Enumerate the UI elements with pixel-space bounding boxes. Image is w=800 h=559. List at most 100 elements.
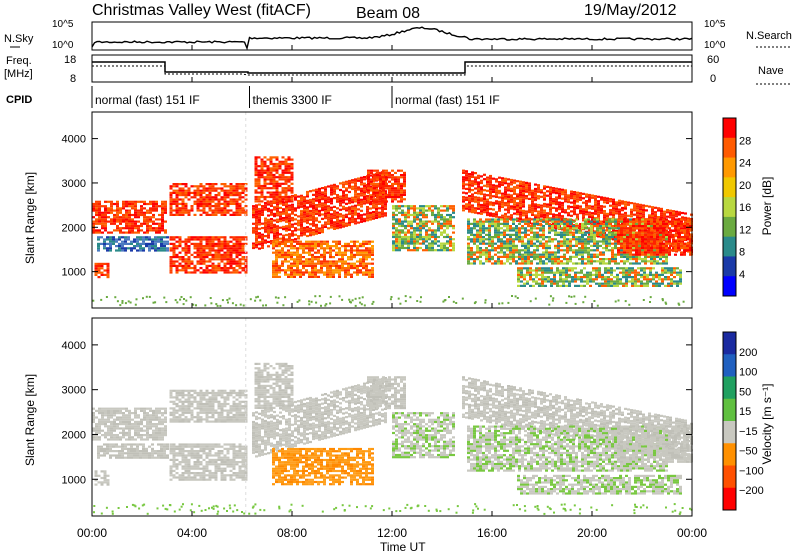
heatmap-cell bbox=[339, 198, 342, 200]
heatmap-cell bbox=[554, 258, 557, 260]
heatmap-cell bbox=[288, 218, 291, 220]
heatmap-cell bbox=[467, 251, 470, 253]
heatmap-cell bbox=[338, 254, 341, 256]
heatmap-cell bbox=[581, 225, 584, 227]
heatmap-cell bbox=[584, 223, 587, 225]
heatmap-cell bbox=[367, 200, 370, 202]
heatmap-cell bbox=[264, 185, 267, 187]
heatmap-cell bbox=[512, 221, 515, 223]
heatmap-cell bbox=[119, 229, 122, 231]
heatmap-cell bbox=[351, 179, 354, 181]
heatmap-cell bbox=[395, 218, 398, 220]
heatmap-cell bbox=[422, 210, 425, 212]
heatmap-cell bbox=[154, 247, 157, 249]
heatmap-cell bbox=[282, 170, 285, 172]
heatmap-cell bbox=[519, 214, 522, 216]
heatmap-cell bbox=[110, 212, 113, 214]
heatmap-cell bbox=[578, 251, 581, 253]
heatmap-cell bbox=[507, 198, 510, 200]
heatmap-cell bbox=[255, 167, 258, 169]
heatmap-cell bbox=[629, 245, 632, 247]
heatmap-cell bbox=[375, 217, 378, 219]
heatmap-cell bbox=[515, 260, 518, 262]
heatmap-cell bbox=[506, 229, 509, 231]
heatmap-cell bbox=[594, 206, 597, 208]
heatmap-cell bbox=[267, 210, 270, 212]
heatmap-cell bbox=[333, 184, 336, 186]
heatmap-cell bbox=[431, 240, 434, 242]
heatmap-cell bbox=[344, 263, 347, 265]
heatmap-cell bbox=[267, 183, 270, 185]
heatmap-cell bbox=[342, 190, 345, 192]
heatmap-cell bbox=[525, 186, 528, 188]
heatmap-cell bbox=[635, 238, 638, 240]
heatmap-cell bbox=[381, 206, 384, 208]
heatmap-cell bbox=[324, 206, 327, 208]
heatmap-cell bbox=[391, 189, 394, 191]
heatmap-cell bbox=[564, 198, 567, 200]
heatmap-cell bbox=[576, 194, 579, 196]
heatmap-cell bbox=[173, 247, 176, 249]
heatmap-cell bbox=[338, 258, 341, 260]
heatmap-cell bbox=[308, 274, 311, 276]
heatmap-cell bbox=[236, 247, 239, 249]
heatmap-cell bbox=[425, 238, 428, 240]
heatmap-cell bbox=[209, 190, 212, 192]
heatmap-cell bbox=[666, 209, 669, 211]
heatmap-cell bbox=[473, 238, 476, 240]
heatmap-cell bbox=[348, 213, 351, 215]
heatmap-cell bbox=[282, 161, 285, 163]
heatmap-cell bbox=[570, 210, 573, 212]
heatmap-cell bbox=[476, 238, 479, 240]
heatmap-cell bbox=[104, 225, 107, 227]
heatmap-cell bbox=[533, 225, 536, 227]
heatmap-cell bbox=[261, 205, 264, 207]
heatmap-cell bbox=[603, 197, 606, 199]
heatmap-cell bbox=[348, 222, 351, 224]
heatmap-cell bbox=[338, 269, 341, 271]
heatmap-cell bbox=[239, 241, 242, 243]
heatmap-cell bbox=[404, 221, 407, 223]
heatmap-cell bbox=[366, 215, 369, 217]
heatmap-cell bbox=[287, 249, 290, 251]
heatmap-cell bbox=[504, 202, 507, 204]
heatmap-cell bbox=[218, 238, 221, 240]
heatmap-cell bbox=[288, 222, 291, 224]
heatmap-cell bbox=[596, 225, 599, 227]
noise-tick-right-top: 10^5 bbox=[704, 19, 726, 30]
heatmap-cell bbox=[488, 256, 491, 258]
heatmap-cell bbox=[270, 211, 273, 213]
heatmap-cell bbox=[245, 212, 248, 214]
heatmap-cell bbox=[137, 221, 140, 223]
heatmap-cell bbox=[142, 243, 145, 245]
heatmap-cell bbox=[479, 251, 482, 253]
heatmap-cell bbox=[125, 223, 128, 225]
heatmap-cell bbox=[425, 234, 428, 236]
heatmap-cell bbox=[267, 172, 270, 174]
heatmap-cell bbox=[309, 203, 312, 205]
heatmap-cell bbox=[324, 197, 327, 199]
heatmap-cell bbox=[434, 236, 437, 238]
heatmap-cell bbox=[233, 214, 236, 216]
heatmap-cell bbox=[311, 260, 314, 262]
heatmap-cell bbox=[388, 185, 391, 187]
heatmap-cell bbox=[530, 229, 533, 231]
heatmap-cell bbox=[494, 225, 497, 227]
heatmap-cell bbox=[104, 205, 107, 207]
heatmap-cell bbox=[509, 249, 512, 251]
heatmap-cell bbox=[483, 189, 486, 191]
heatmap-cell bbox=[308, 265, 311, 267]
heatmap-cell bbox=[507, 200, 510, 202]
heatmap-cell bbox=[221, 254, 224, 256]
heatmap-cell bbox=[492, 213, 495, 215]
heatmap-cell bbox=[522, 199, 525, 201]
heatmap-cell bbox=[579, 212, 582, 214]
heatmap-cell bbox=[542, 227, 545, 229]
heatmap-cell bbox=[170, 243, 173, 245]
heatmap-cell bbox=[376, 198, 379, 200]
heatmap-cell bbox=[360, 210, 363, 212]
heatmap-cell bbox=[552, 191, 555, 193]
heatmap-cell bbox=[521, 221, 524, 223]
heatmap-cell bbox=[636, 210, 639, 212]
heatmap-cell bbox=[98, 205, 101, 207]
